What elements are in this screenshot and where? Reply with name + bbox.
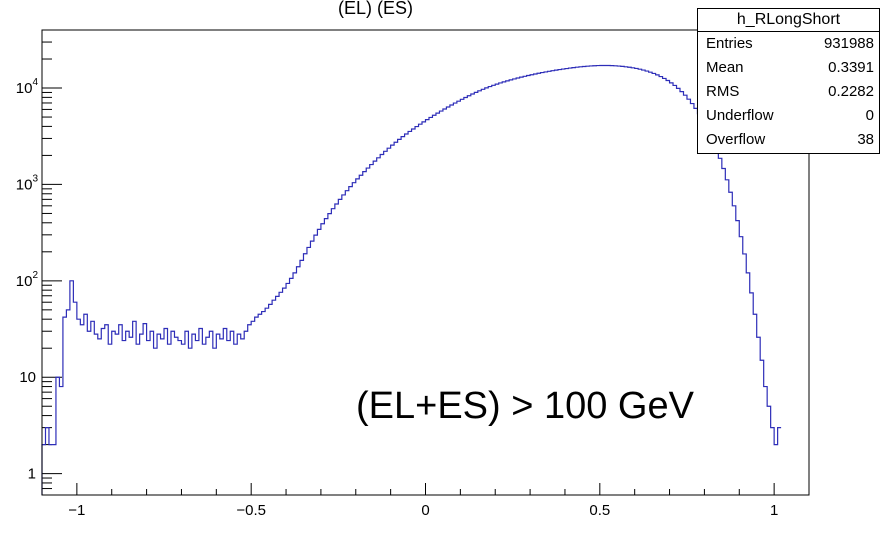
plot-frame bbox=[41, 29, 810, 496]
y-tick-label: 1 bbox=[28, 466, 36, 483]
stats-value: 0.2282 bbox=[828, 83, 874, 100]
x-tick-label: −0.5 bbox=[236, 502, 266, 519]
energy-cut-annotation: (EL+ES) > 100 GeV bbox=[356, 385, 695, 427]
stats-label: Entries bbox=[706, 35, 753, 52]
x-tick-label: −1 bbox=[68, 502, 85, 519]
stats-value: 931988 bbox=[823, 35, 874, 52]
stats-row-underflow: Underflow 0 bbox=[698, 104, 879, 128]
histogram-series-line bbox=[41, 64, 782, 495]
axes: −1 −0.5 0 0.5 1 1 10 102 103 104 bbox=[16, 29, 810, 519]
y-tick-label: 102 bbox=[16, 270, 39, 290]
chart-title: (EL) (ES) bbox=[338, 0, 413, 18]
stats-label: RMS bbox=[706, 83, 740, 100]
stats-row-overflow: Overflow 38 bbox=[698, 128, 879, 152]
statistics-box: h_RLongShort Entries 931988 Mean 0.3391 … bbox=[697, 8, 880, 154]
stats-row-mean: Mean 0.3391 bbox=[698, 56, 879, 80]
y-tick-label: 104 bbox=[16, 77, 39, 97]
stats-value: 38 bbox=[857, 131, 874, 148]
stats-row-entries: Entries 931988 bbox=[698, 32, 879, 56]
stats-value: 0 bbox=[865, 107, 874, 124]
x-tick-label: 0 bbox=[421, 502, 429, 519]
stats-row-rms: RMS 0.2282 bbox=[698, 80, 879, 104]
x-tick-label: 1 bbox=[770, 502, 778, 519]
y-tick-label: 10 bbox=[19, 369, 36, 386]
stats-label: Underflow bbox=[706, 107, 774, 124]
stats-label: Overflow bbox=[706, 131, 766, 148]
stats-label: Mean bbox=[706, 59, 744, 76]
stats-value: 0.3391 bbox=[828, 59, 874, 76]
stats-title: h_RLongShort bbox=[698, 9, 879, 32]
x-tick-label: 0.5 bbox=[589, 502, 610, 519]
y-tick-label: 103 bbox=[16, 173, 39, 193]
